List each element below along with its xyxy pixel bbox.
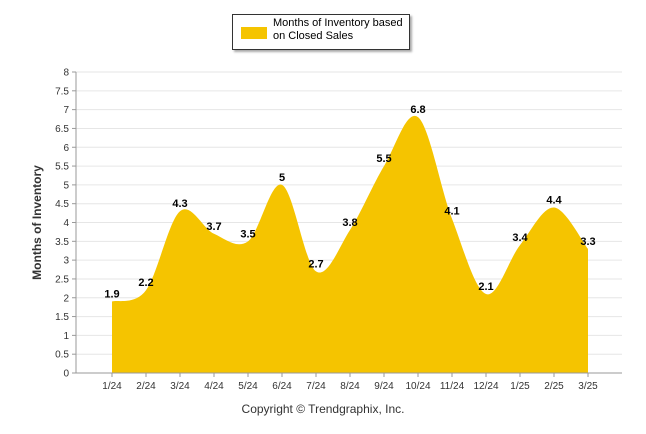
y-tick-label: 3.5 — [55, 237, 69, 248]
x-tick-label: 6/24 — [272, 381, 292, 392]
data-label: 2.1 — [478, 281, 493, 293]
data-label: 3.7 — [206, 221, 221, 233]
y-tick-label: 2.5 — [55, 274, 69, 285]
y-tick-label: 0.5 — [55, 350, 69, 361]
data-label: 5.5 — [376, 153, 391, 165]
data-label: 3.3 — [580, 236, 595, 248]
x-tick-label: 1/24 — [102, 381, 122, 392]
x-tick-label: 7/24 — [306, 381, 326, 392]
legend: Months of Inventory based on Closed Sale… — [232, 14, 410, 50]
y-tick-label: 5 — [63, 180, 69, 191]
data-label: 1.9 — [104, 289, 119, 301]
y-tick-label: 4.5 — [55, 199, 69, 210]
x-tick-label: 5/24 — [238, 381, 258, 392]
y-tick-label: 4 — [63, 218, 69, 229]
x-tick-label: 12/24 — [473, 381, 498, 392]
y-tick-label: 1 — [63, 331, 69, 342]
legend-swatch — [241, 27, 267, 39]
data-label: 5 — [279, 172, 285, 184]
x-tick-label: 2/24 — [136, 381, 156, 392]
y-tick-label: 6 — [63, 143, 69, 154]
data-label: 4.1 — [444, 206, 459, 218]
x-tick-label: 1/25 — [510, 381, 530, 392]
data-label: 3.5 — [240, 228, 255, 240]
x-tick-label: 8/24 — [340, 381, 360, 392]
data-label: 3.4 — [512, 232, 528, 244]
x-tick-label: 3/25 — [578, 381, 598, 392]
data-label: 2.7 — [308, 258, 323, 270]
data-label: 3.8 — [342, 217, 357, 229]
data-label: 6.8 — [410, 104, 425, 116]
area-series — [112, 115, 588, 373]
y-tick-label: 2 — [63, 293, 69, 304]
x-tick-label: 11/24 — [440, 381, 465, 392]
x-tick-label: 10/24 — [405, 381, 430, 392]
y-axis-title: Months of Inventory — [30, 165, 44, 280]
y-tick-label: 3 — [63, 256, 69, 267]
y-tick-label: 8 — [63, 68, 69, 79]
y-tick-label: 1.5 — [55, 312, 69, 323]
data-label: 2.2 — [138, 277, 153, 289]
y-tick-label: 5.5 — [55, 162, 69, 173]
y-tick-label: 7.5 — [55, 86, 69, 97]
y-tick-label: 6.5 — [55, 124, 69, 135]
x-tick-label: 9/24 — [374, 381, 394, 392]
y-tick-label: 0 — [63, 369, 69, 380]
legend-label: Months of Inventory based on Closed Sale… — [273, 17, 403, 42]
y-tick-label: 7 — [63, 105, 69, 116]
x-tick-label: 3/24 — [170, 381, 190, 392]
x-tick-label: 2/25 — [544, 381, 564, 392]
data-label: 4.4 — [546, 194, 562, 206]
x-tick-label: 4/24 — [204, 381, 224, 392]
data-label: 4.3 — [172, 198, 187, 210]
copyright: Copyright © Trendgraphix, Inc. — [241, 402, 405, 416]
